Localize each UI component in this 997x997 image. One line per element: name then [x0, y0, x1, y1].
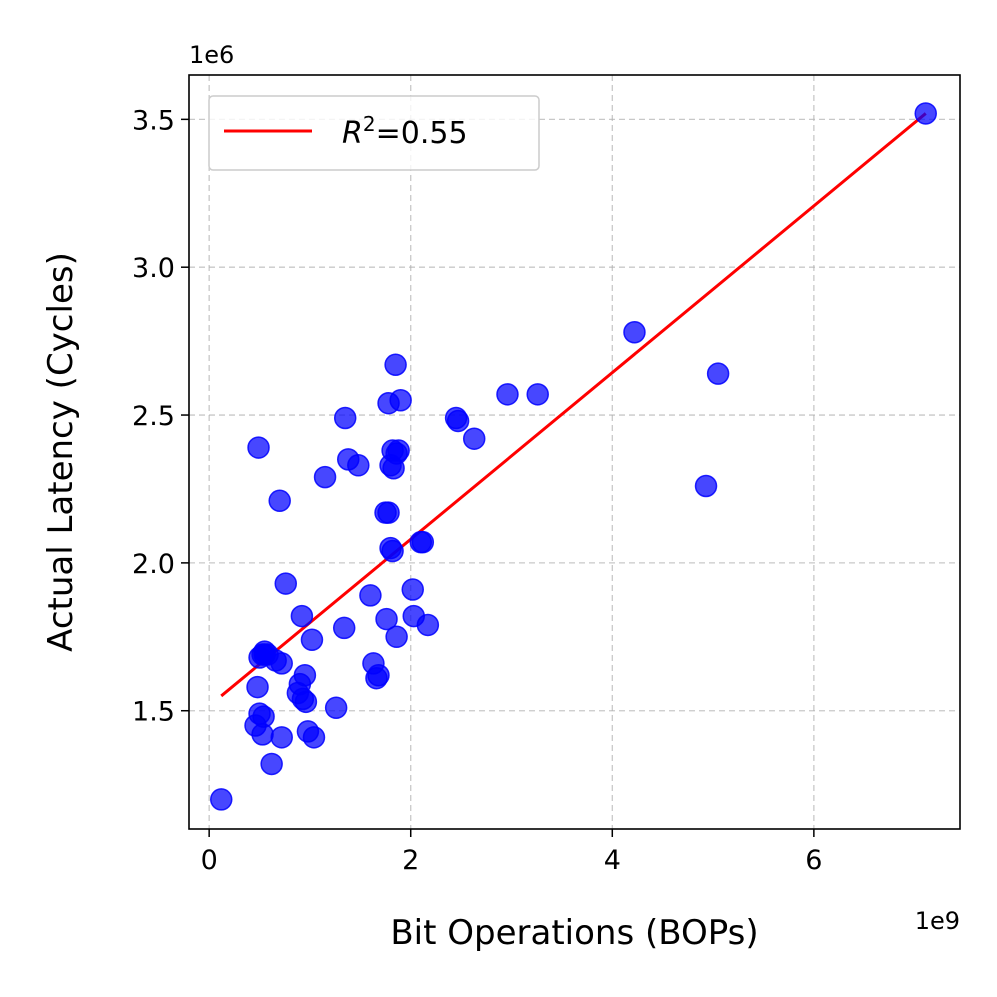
x-tick-label: 0	[201, 845, 218, 876]
data-point	[416, 613, 440, 637]
regression-fit-line	[220, 112, 927, 698]
legend-label-r: R	[342, 116, 363, 151]
data-point	[268, 489, 291, 513]
data-point	[385, 625, 408, 649]
data-point	[377, 501, 400, 524]
data-point	[401, 578, 424, 601]
data-point	[384, 353, 407, 377]
legend-box	[208, 95, 540, 171]
data-point	[411, 530, 435, 554]
data-point	[706, 362, 730, 385]
y-axis-label: Actual Latency (Cycles)	[41, 252, 81, 652]
data-point	[333, 406, 357, 430]
data-point	[251, 723, 274, 746]
x-tick-label: 4	[604, 845, 621, 876]
data-point	[694, 474, 718, 498]
axes-frame	[188, 74, 961, 830]
data-point	[336, 448, 360, 471]
data-point	[300, 628, 324, 652]
y-ticks: 1.5 2.0 2.5 3.0 3.5	[132, 105, 189, 728]
data-point	[914, 102, 937, 125]
data-point	[623, 320, 646, 344]
data-point	[446, 409, 470, 433]
legend-label: R2=0.55	[342, 112, 468, 151]
legend-label-sup: 2	[363, 112, 376, 136]
data-points	[210, 102, 937, 811]
data-point	[313, 465, 337, 489]
data-point	[270, 726, 293, 749]
data-point	[294, 690, 318, 714]
data-point	[248, 702, 271, 725]
x-axis-label: Bit Operations (BOPs)	[390, 913, 758, 953]
data-point	[381, 539, 404, 563]
x-tick-label: 6	[805, 845, 822, 876]
y-tick-label: 1.5	[132, 697, 175, 728]
legend: R2=0.55	[208, 95, 540, 171]
data-point	[462, 427, 486, 450]
data-point	[375, 607, 398, 631]
data-point	[526, 383, 549, 406]
data-point	[260, 752, 283, 776]
data-point	[332, 616, 356, 640]
data-point	[359, 584, 382, 607]
y-tick-label: 2.5	[132, 401, 175, 432]
x-offset-label: 1e9	[915, 907, 960, 935]
data-point	[496, 383, 519, 406]
data-point	[324, 696, 348, 720]
x-tick-label: 2	[402, 845, 419, 876]
data-point	[389, 389, 412, 412]
data-point	[210, 788, 233, 811]
data-point	[246, 675, 269, 699]
data-point	[302, 726, 326, 749]
data-point	[270, 652, 293, 675]
y-tick-label: 3.0	[132, 253, 175, 284]
data-point	[290, 604, 314, 628]
data-point	[382, 457, 405, 480]
y-tick-label: 2.0	[132, 549, 175, 580]
y-tick-label: 3.5	[132, 105, 175, 136]
x-ticks: 0 2 4 6	[201, 829, 822, 876]
data-point	[367, 663, 390, 687]
y-offset-label: 1e6	[189, 41, 234, 69]
data-point	[274, 572, 298, 595]
grid-lines	[189, 75, 960, 829]
data-point	[247, 436, 270, 459]
legend-label-value: =0.55	[376, 116, 468, 151]
